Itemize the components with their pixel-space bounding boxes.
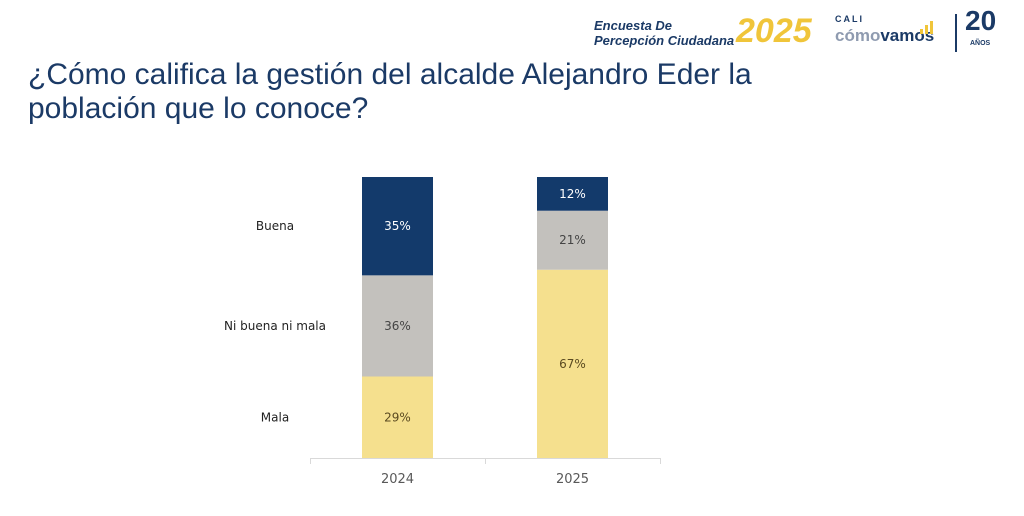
bar-segment [362, 275, 433, 377]
legend-label: Buena [256, 219, 294, 233]
logo-divider [955, 14, 957, 52]
data-label: 21% [559, 233, 586, 247]
bar-segment [537, 269, 608, 458]
bar-segment [537, 177, 608, 211]
anniversary-anos: AÑOS [970, 40, 991, 47]
data-label: 36% [384, 319, 411, 333]
calicomovamos-logo: CALI cómovamos [835, 14, 934, 46]
signal-bars-icon [920, 16, 935, 34]
data-label: 29% [384, 410, 411, 424]
x-tick-label: 2025 [556, 472, 589, 487]
data-label: 67% [559, 357, 586, 371]
legend-label: Mala [261, 410, 289, 424]
bar-segment [362, 376, 433, 458]
page-title: ¿Cómo califica la gestión del alcalde Al… [28, 58, 752, 125]
survey-logo-text: Encuesta De Percepción Ciudadana [594, 18, 735, 48]
data-label: 12% [559, 187, 586, 201]
data-label: 35% [384, 219, 411, 233]
x-tick-label: 2024 [381, 472, 414, 487]
anniversary-logo: 20 [965, 5, 997, 36]
bar-segment [537, 210, 608, 270]
logo-cali-text: CALI [835, 14, 864, 24]
survey-logo-year: 2025 [736, 12, 812, 50]
legend-label: Ni buena ni mala [224, 319, 326, 333]
bar-segment [362, 177, 433, 276]
survey-logo: Encuesta De Percepción Ciudadana 2025 [594, 10, 824, 54]
